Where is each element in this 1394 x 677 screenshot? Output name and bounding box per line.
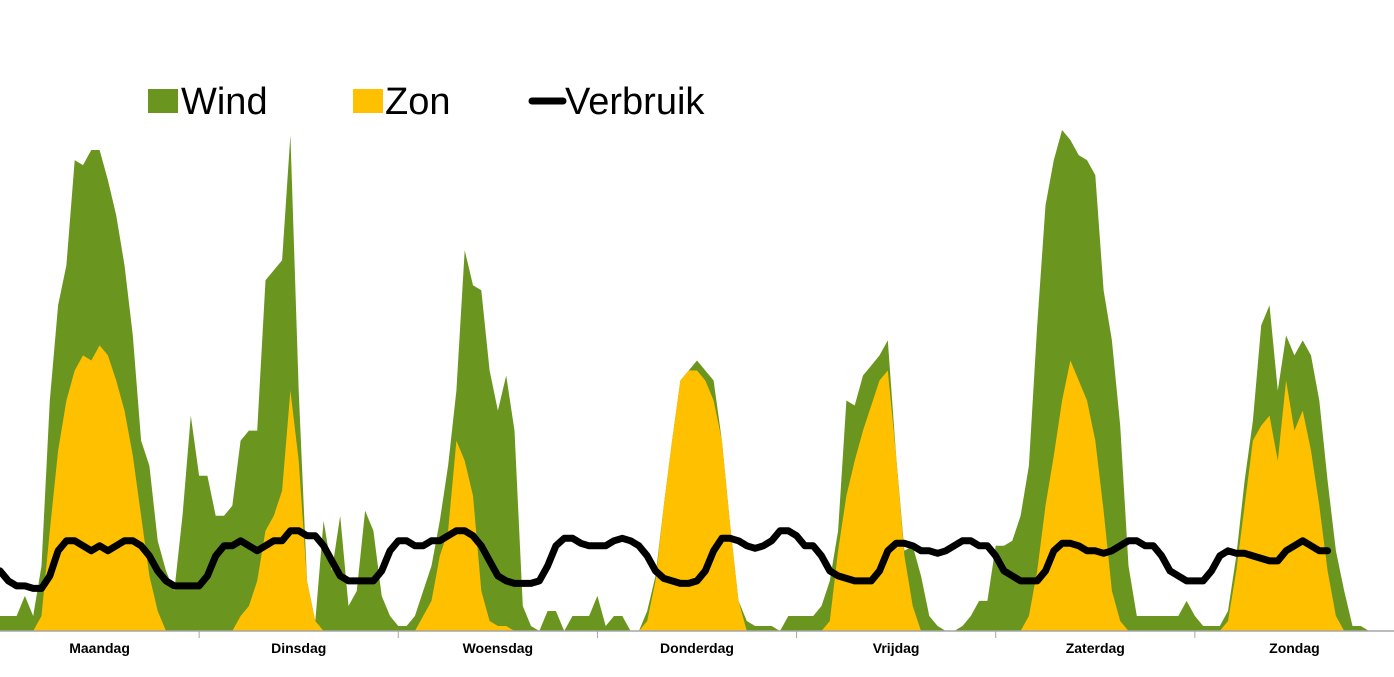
legend-swatch-wind: [148, 89, 178, 113]
series-line-verbruik: [0, 527, 1332, 592]
legend: Wind Zon Verbruik: [148, 81, 705, 123]
x-axis-labels: Maandag Dinsdag Woensdag Donderdag Vrijdag Za…: [69, 640, 1319, 656]
x-tick-label-zondag: Zondag: [1269, 640, 1320, 656]
legend-label-zon: Zon: [385, 81, 450, 123]
plot-lines: [0, 527, 1332, 592]
legend-item-zon: Zon: [353, 81, 450, 123]
plot-areas: [0, 130, 1394, 631]
x-axis-ticks: [198, 631, 1196, 638]
x-tick-label-dinsdag: Dinsdag: [271, 640, 326, 656]
legend-item-wind: Wind: [148, 81, 268, 123]
x-tick-label-maandag: Maandag: [69, 640, 130, 656]
x-tick-label-donderdag: Donderdag: [660, 640, 734, 656]
legend-swatch-zon: [353, 89, 383, 113]
x-tick-label-vrijdag: Vrijdag: [873, 640, 920, 656]
legend-item-verbruik: Verbruik: [528, 81, 705, 123]
x-tick-label-woensdag: Woensdag: [463, 640, 534, 656]
legend-label-verbruik: Verbruik: [565, 81, 705, 123]
x-tick-label-zaterdag: Zaterdag: [1066, 640, 1125, 656]
series-area-zon: [0, 345, 1394, 631]
legend-label-wind: Wind: [181, 81, 268, 123]
